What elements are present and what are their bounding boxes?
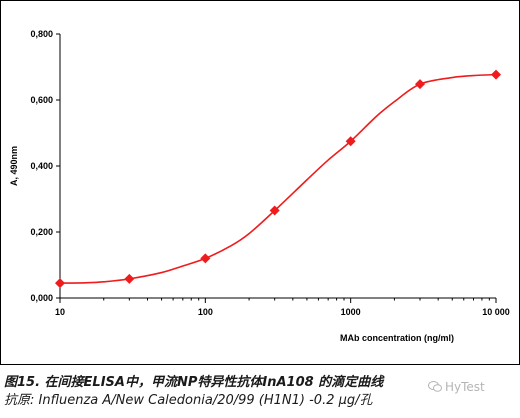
- y-tick-label: 0,600: [30, 95, 53, 105]
- y-tick-label: 0,200: [30, 227, 53, 237]
- data-markers: [55, 69, 501, 289]
- x-tick-label: 100: [198, 307, 213, 317]
- titration-chart: 0,000 0,200 0,400 0,600 0,800 10 100 1000 10 00…: [0, 0, 520, 365]
- x-axis-title: MAb concentration (ng/ml): [340, 333, 454, 343]
- x-axis-ticks: 10 100 1000 10 000: [55, 298, 510, 317]
- y-tick-label: 0,800: [30, 29, 53, 39]
- data-point: [491, 69, 501, 80]
- data-point: [269, 205, 280, 216]
- y-axis-title: A, 490nm: [9, 146, 19, 186]
- y-tick-label: 0,400: [30, 161, 53, 171]
- chart-frame: 0,000 0,200 0,400 0,600 0,800 10 100 1000 10 00…: [0, 0, 520, 365]
- watermark-text: HyTest: [445, 380, 485, 394]
- data-point: [415, 79, 426, 90]
- caption-title: 图15. 在间接ELISA中，甲流NP特异性抗体InA108 的滴定曲线: [4, 375, 384, 390]
- watermark: HyTest: [428, 380, 485, 394]
- data-point: [55, 278, 65, 289]
- x-tick-label: 10 000: [482, 307, 510, 317]
- caption-antigen: 抗原: Influenza A/New Caledonia/20/99 (H1N…: [4, 393, 373, 408]
- y-tick-label: 0,000: [30, 293, 53, 303]
- x-tick-label: 1000: [341, 307, 361, 317]
- data-point: [124, 273, 135, 284]
- data-point: [345, 136, 356, 147]
- chart-border: [0, 0, 520, 365]
- x-tick-label: 10: [55, 307, 65, 317]
- y-axis-ticks: 0,000 0,200 0,400 0,600 0,800: [30, 29, 60, 303]
- wechat-logo-icon: [428, 381, 442, 392]
- figure-caption: 图15. 在间接ELISA中，甲流NP特异性抗体InA108 的滴定曲线 抗原:…: [4, 374, 516, 410]
- data-point: [200, 253, 211, 264]
